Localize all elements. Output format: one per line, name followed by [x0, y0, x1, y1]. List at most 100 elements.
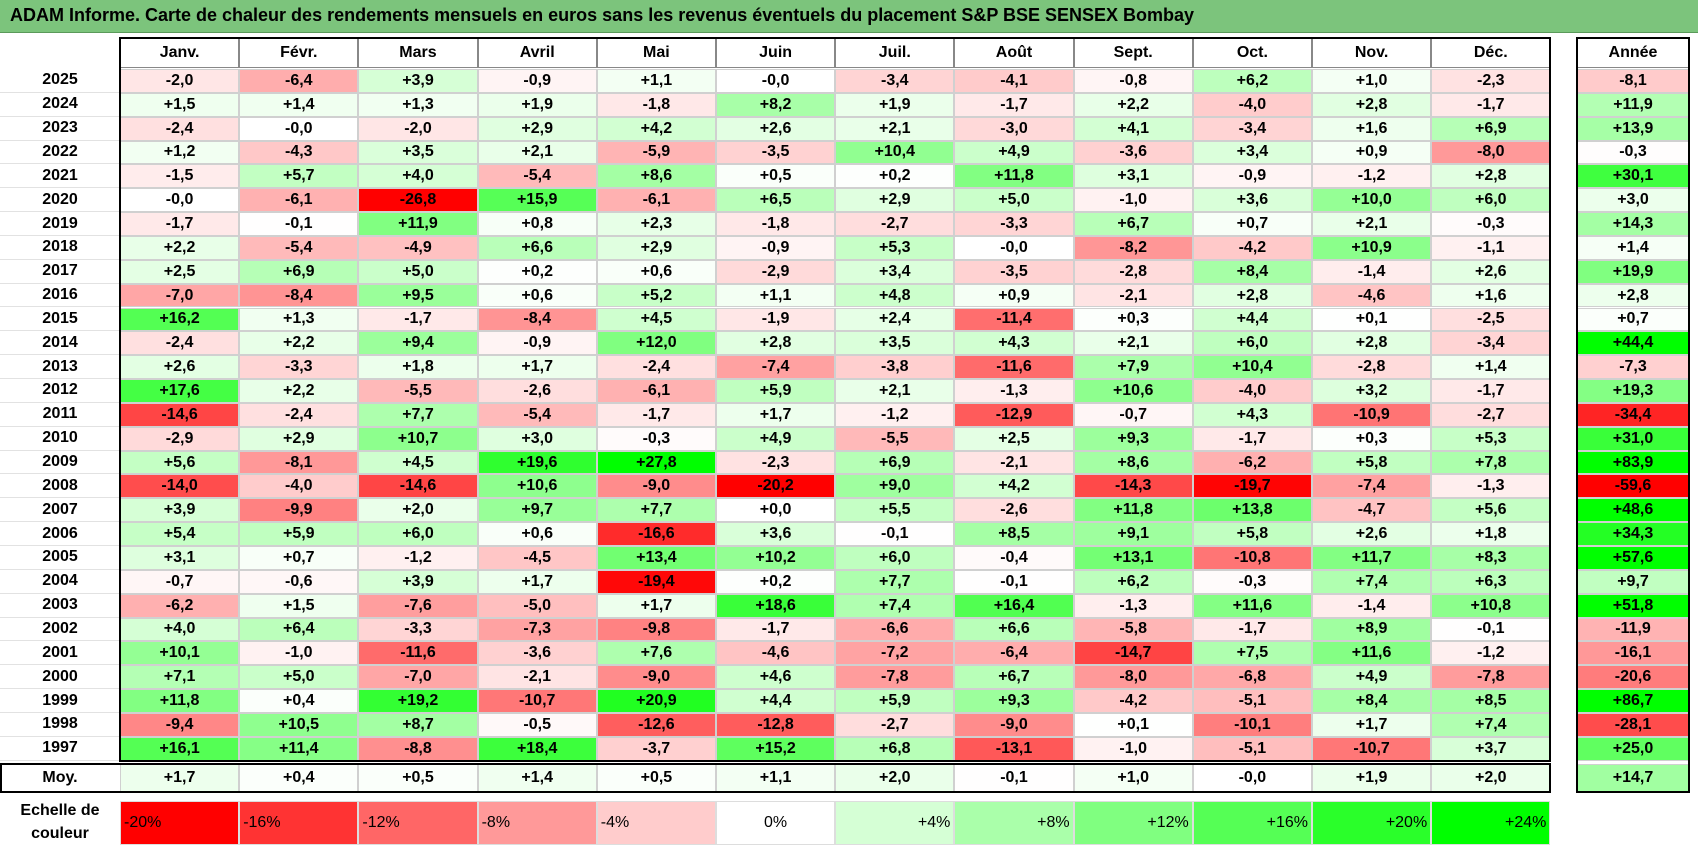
heatmap-cell: +8,5 — [1431, 689, 1551, 713]
color-scale-cell: -20% — [120, 800, 240, 845]
heatmap-cell: -1,8 — [716, 212, 836, 236]
annual-cell: -7,3 — [1577, 355, 1689, 380]
heatmap-cell: +3,4 — [835, 259, 955, 284]
color-scale-cell: -8% — [477, 800, 597, 845]
heatmap-cell: +5,8 — [1312, 450, 1432, 475]
heatmap-cell: -6,1 — [239, 188, 359, 213]
heatmap-cell: +2,9 — [239, 426, 359, 451]
heatmap-cell: -0,3 — [596, 426, 716, 451]
heatmap-cell: +5,2 — [596, 283, 716, 308]
heatmap-cell: +10,8 — [1431, 593, 1551, 618]
heatmap-cell: +4,8 — [835, 283, 955, 308]
heatmap-cell: -1,3 — [954, 379, 1074, 403]
heatmap-cell: -4,7 — [1312, 498, 1432, 523]
heatmap-cell: -0,4 — [954, 546, 1074, 570]
annual-cell: -28,1 — [1577, 712, 1689, 737]
heatmap-cell: -2,7 — [835, 212, 955, 236]
heatmap-cell: +0,7 — [1192, 212, 1312, 236]
heatmap-cell: -0,7 — [1073, 402, 1193, 427]
heatmap-cell: +0,9 — [954, 283, 1074, 308]
heatmap-cell: +2,8 — [1312, 331, 1432, 356]
heatmap-cell: +8,6 — [1073, 450, 1193, 475]
heatmap-cell: -6,1 — [596, 188, 716, 213]
heatmap-cell: +5,8 — [1192, 522, 1312, 546]
heatmap-cell: -0,0 — [716, 69, 836, 93]
heatmap-cell: -11,6 — [954, 355, 1074, 380]
heatmap-cell: +15,9 — [477, 188, 597, 213]
color-scale-cell: -16% — [239, 800, 359, 845]
heatmap-cell: -4,9 — [358, 235, 478, 260]
heatmap-cell: -1,7 — [596, 402, 716, 427]
heatmap-cell: +3,1 — [120, 546, 240, 570]
heatmap-cell: +7,7 — [835, 569, 955, 594]
heatmap-cell: +17,6 — [120, 379, 240, 403]
heatmap-cell: +6,9 — [835, 450, 955, 475]
year-label: 2002 — [0, 618, 120, 642]
heatmap-cell: +6,0 — [1192, 331, 1312, 356]
color-scale-cell: +16% — [1192, 800, 1312, 845]
heatmap-cell: -14,7 — [1073, 641, 1193, 666]
heatmap-cell: +6,0 — [835, 546, 955, 570]
average-cell: +2,0 — [1431, 763, 1551, 792]
heatmap-cell: +4,4 — [1192, 307, 1312, 332]
year-label: 2010 — [0, 427, 120, 451]
heatmap-cell: +2,6 — [1312, 522, 1432, 546]
color-scale-cell: +24% — [1431, 800, 1551, 845]
annual-cell: +19,9 — [1577, 259, 1689, 284]
color-scale-cell: +12% — [1073, 800, 1193, 845]
heatmap-cell: +4,5 — [358, 450, 478, 475]
heatmap-cell: +2,9 — [835, 188, 955, 213]
heatmap-cell: -10,7 — [1312, 736, 1432, 761]
heatmap-cell: +13,8 — [1192, 498, 1312, 523]
heatmap-cell: -20,2 — [716, 474, 836, 499]
heatmap-cell: -0,3 — [1192, 569, 1312, 594]
annual-cell: +31,0 — [1577, 426, 1689, 451]
heatmap-cell: -7,8 — [1431, 665, 1551, 690]
heatmap-cell: +6,8 — [835, 736, 955, 761]
heatmap-cell: -0,1 — [954, 569, 1074, 594]
heatmap-cell: +3,4 — [1192, 140, 1312, 165]
heatmap-cell: +1,3 — [358, 92, 478, 117]
year-label: 1999 — [0, 689, 120, 713]
heatmap-cell: -7,0 — [120, 283, 240, 308]
year-label: 2017 — [0, 260, 120, 284]
heatmap-cell: +10,2 — [716, 546, 836, 570]
heatmap-cell: +10,9 — [1312, 235, 1432, 260]
year-label: 2012 — [0, 379, 120, 403]
heatmap-cell: +9,0 — [835, 474, 955, 499]
year-label: 2011 — [0, 403, 120, 427]
heatmap-cell: +3,9 — [120, 498, 240, 523]
heatmap-cell: +1,6 — [1431, 283, 1551, 308]
heatmap-cell: -2,7 — [1431, 402, 1551, 427]
column-header: Août — [954, 38, 1074, 68]
heatmap-cell: +7,5 — [1192, 641, 1312, 666]
color-scale-cell: +4% — [835, 800, 955, 845]
heatmap-cell: -9,4 — [120, 712, 240, 737]
heatmap-cell: +11,6 — [1312, 641, 1432, 666]
heatmap-cell: +2,8 — [1312, 92, 1432, 117]
heatmap-cell: -0,0 — [954, 235, 1074, 260]
heatmap-cell: +2,1 — [835, 116, 955, 141]
heatmap-cell: +10,0 — [1312, 188, 1432, 213]
heatmap-cell: +6,6 — [477, 235, 597, 260]
heatmap-cell: +1,1 — [596, 69, 716, 93]
heatmap-cell: -19,7 — [1192, 474, 1312, 499]
year-label: 2025 — [0, 69, 120, 93]
heatmap-cell: +3,0 — [477, 426, 597, 451]
heatmap-cell: +3,9 — [358, 569, 478, 594]
heatmap-cell: +9,7 — [477, 498, 597, 523]
heatmap-cell: +2,9 — [477, 116, 597, 141]
heatmap-cell: +5,9 — [239, 522, 359, 546]
heatmap-cell: -1,7 — [716, 617, 836, 642]
heatmap-cell: +0,4 — [239, 689, 359, 713]
heatmap-cell: -1,2 — [1312, 164, 1432, 189]
heatmap-cell: +10,4 — [835, 140, 955, 165]
heatmap-cell: +2,3 — [596, 212, 716, 236]
year-label: 2019 — [0, 212, 120, 236]
heatmap-cell: +4,6 — [716, 665, 836, 690]
year-label: 2005 — [0, 546, 120, 570]
heatmap-cell: +1,7 — [716, 402, 836, 427]
color-scale-label: Echelle de couleur — [0, 799, 120, 845]
heatmap-cell: -4,5 — [477, 546, 597, 570]
